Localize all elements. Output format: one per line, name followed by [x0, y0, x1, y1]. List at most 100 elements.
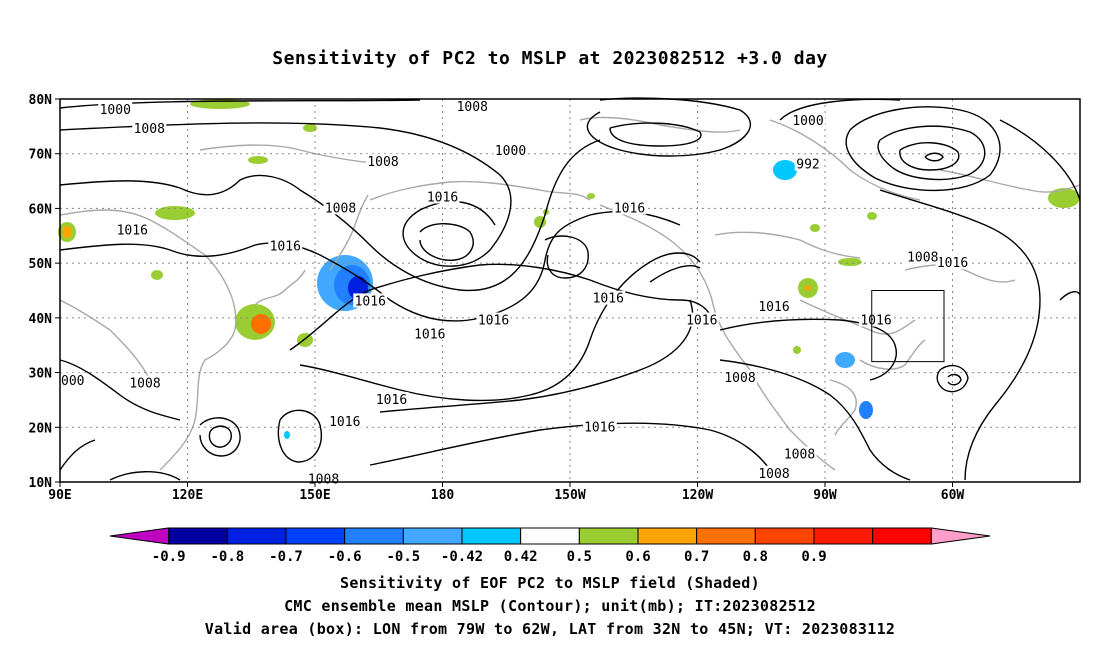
lon-label: 180 [431, 488, 455, 503]
mslp-contour [899, 142, 960, 171]
colorbar-segment [168, 527, 228, 545]
contour-label: 1016 [427, 190, 458, 205]
coastline [904, 264, 1016, 283]
positive-sensitivity-blob [248, 156, 268, 164]
mslp-contour [109, 471, 181, 481]
positive-sensitivity-blob [587, 193, 595, 199]
contour-label: 1000 [495, 144, 526, 159]
contour-label: 1008 [325, 201, 356, 216]
positive-sensitivity-blob [303, 124, 317, 132]
colorbar-label: -0.8 [210, 549, 244, 565]
contour-label-bg [132, 121, 167, 136]
mslp-contour [419, 223, 474, 261]
positive-sensitivity-blob [151, 270, 163, 280]
contour-label-bg [591, 290, 626, 305]
coastline [579, 116, 741, 133]
coastlines [59, 116, 1081, 471]
contour-label: 1008 [134, 122, 165, 137]
colorbar-label: -0.42 [441, 549, 483, 565]
colorbar-segment [344, 527, 404, 545]
coastline [769, 119, 921, 201]
lat-label: 70N [29, 148, 53, 163]
longitude-labels: 90E 120E 150E 180 150W 120W 90W 60W [48, 482, 964, 503]
colorbar-segment [637, 527, 698, 545]
contour-label: 1008 [367, 155, 398, 170]
mslp-contour [1059, 291, 1081, 301]
contour-label-bg [859, 312, 893, 327]
coastline [369, 180, 591, 201]
colorbar-label: 0.7 [684, 549, 709, 565]
lon-label: 150E [299, 488, 330, 503]
colorbar-label: 0.42 [504, 549, 538, 565]
mslp-contour [649, 264, 701, 283]
coastline [859, 339, 926, 370]
mslp-contour [936, 364, 969, 393]
contour-label-bg [455, 99, 490, 114]
contour-label: 1016 [686, 314, 717, 329]
contour-label: 1008 [129, 377, 160, 392]
coastline [329, 194, 369, 271]
contour-label: 1016 [614, 201, 645, 216]
positive-sensitivity-blob [838, 258, 862, 266]
contour-label: 992 [796, 158, 819, 173]
mslp-contours [59, 97, 1081, 481]
contour-label-bg [98, 101, 133, 116]
caption-contour: CMC ensemble mean MSLP (Contour); unit(m… [284, 597, 816, 615]
colorbar-max-arrow [930, 527, 991, 545]
contour-label-bg [794, 156, 822, 171]
lat-label: 30N [29, 367, 53, 382]
contour-label-bg [582, 419, 617, 434]
mslp-contour [208, 425, 232, 448]
colorbar-label: 0.5 [567, 549, 592, 565]
colorbar-segment [696, 527, 756, 545]
contour-label-bg [757, 465, 791, 480]
mslp-contour [299, 252, 701, 402]
contour-label-bg [782, 446, 817, 461]
contour-label: 1016 [758, 300, 789, 315]
lat-label: 20N [29, 421, 53, 436]
contour-label: 1008 [457, 100, 488, 115]
coastline [59, 209, 237, 471]
colorbar-segment [285, 527, 346, 545]
contour-label: 000 [61, 374, 84, 389]
positive-sensitivity-blob [793, 346, 801, 354]
contour-label: 1016 [584, 420, 615, 435]
contour-label: 1016 [937, 256, 968, 271]
contour-label: 1016 [478, 314, 509, 329]
coastline [939, 169, 1081, 193]
contour-label: 1008 [907, 251, 938, 266]
lon-label: 120W [682, 488, 713, 503]
mslp-contour [845, 106, 1001, 192]
positive-sensitivity-blob [155, 206, 195, 220]
colorbar-segment [754, 527, 815, 545]
mslp-contour [59, 139, 601, 292]
contour-label: 1016 [270, 240, 301, 255]
contour-label: 1008 [308, 472, 339, 487]
lat-label: 40N [29, 312, 53, 327]
lat-lon-grid [60, 99, 1080, 482]
contour-label-bg [493, 142, 528, 157]
sensitivity-map: 1000100810081000100099210081016101610081… [29, 93, 1081, 565]
sensitivity-shading [58, 99, 1080, 439]
colorbar-min-arrow [109, 527, 170, 545]
mslp-contour [719, 359, 911, 481]
contour-label: 1016 [860, 314, 891, 329]
lon-label: 90W [813, 488, 837, 503]
lat-label: 60N [29, 202, 53, 217]
mslp-contour [877, 125, 986, 181]
colorbar-labels: -0.9 -0.8 -0.7 -0.6 -0.5 -0.42 0.42 0.5 0.6 0.7 0.… [152, 549, 827, 565]
positive-sensitivity-peak [251, 314, 271, 334]
map-title: Sensitivity of PC2 to MSLP at 2023082512… [272, 48, 828, 69]
colorbar-label: -0.9 [152, 549, 186, 565]
positive-sensitivity-blob [867, 212, 877, 220]
positive-sensitivity-peak [62, 226, 72, 238]
negative-sensitivity-blob [773, 160, 797, 180]
valid-area-box [871, 290, 945, 363]
negative-sensitivity-blob [835, 352, 855, 368]
contour-label-bg [59, 372, 86, 387]
colorbar-label: -0.5 [386, 549, 420, 565]
coastline [254, 269, 306, 306]
mslp-contour [199, 417, 241, 457]
contour-label: 1000 [792, 114, 823, 129]
contour-label-bg [425, 189, 460, 204]
